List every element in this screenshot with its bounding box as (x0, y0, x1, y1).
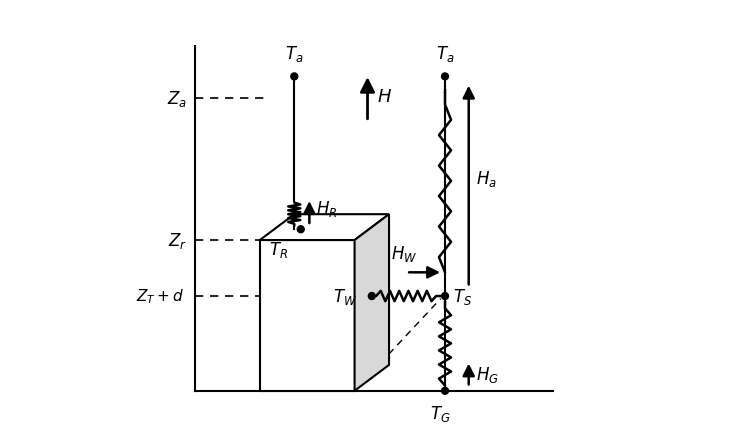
Circle shape (291, 74, 298, 81)
Text: $T_S$: $T_S$ (453, 286, 472, 306)
Text: $Z_r$: $Z_r$ (168, 230, 187, 251)
Polygon shape (354, 215, 389, 391)
Text: $H_G$: $H_G$ (476, 364, 499, 385)
Text: $T_R$: $T_R$ (269, 239, 288, 259)
Circle shape (368, 293, 376, 300)
Text: $T_W$: $T_W$ (333, 286, 356, 306)
Text: $Z_T + d$: $Z_T + d$ (136, 287, 184, 306)
Bar (260, 240, 354, 391)
Text: $Z_a$: $Z_a$ (168, 89, 187, 109)
Circle shape (442, 74, 448, 81)
Polygon shape (260, 215, 389, 240)
Text: $H$: $H$ (377, 88, 392, 106)
Text: $T_a$: $T_a$ (436, 44, 454, 64)
Text: $T_G$: $T_G$ (430, 403, 451, 423)
Circle shape (297, 226, 304, 233)
Circle shape (442, 388, 448, 394)
Text: $H_R$: $H_R$ (316, 198, 337, 218)
Circle shape (442, 293, 448, 300)
Text: $T_a$: $T_a$ (285, 44, 304, 64)
Text: $H_W$: $H_W$ (391, 243, 417, 263)
Text: $H_a$: $H_a$ (476, 168, 498, 188)
